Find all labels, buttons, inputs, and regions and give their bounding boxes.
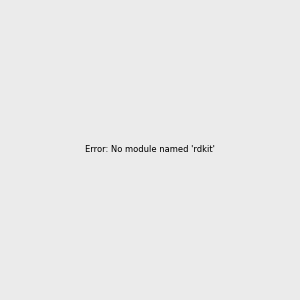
Text: Error: No module named 'rdkit': Error: No module named 'rdkit' xyxy=(85,146,215,154)
